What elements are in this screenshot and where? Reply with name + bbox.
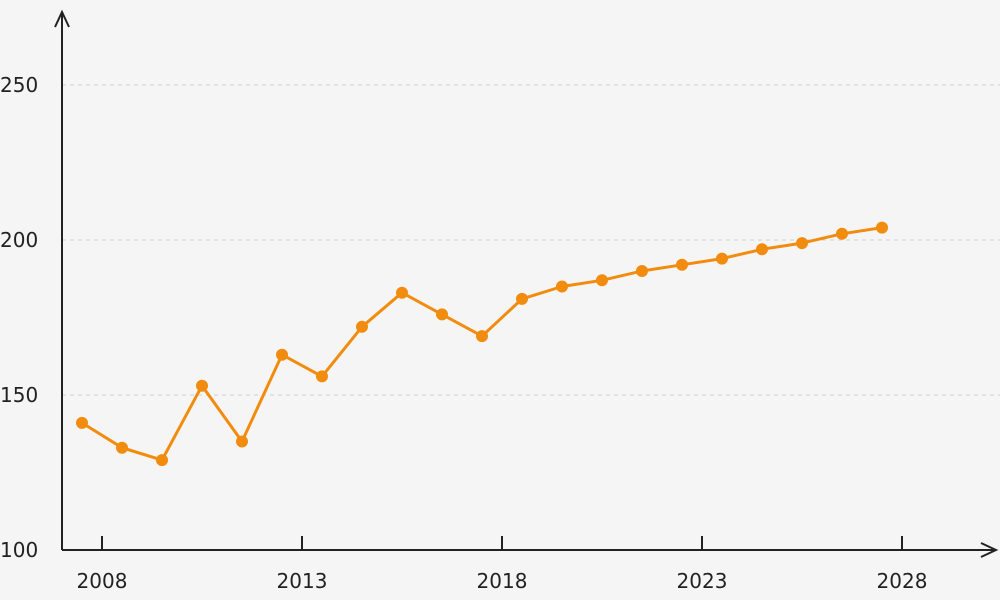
data-point[interactable] — [796, 237, 808, 250]
data-point[interactable] — [676, 258, 688, 271]
data-point[interactable] — [316, 370, 328, 383]
data-point[interactable] — [196, 379, 208, 392]
data-point[interactable] — [156, 454, 168, 467]
x-tick-label: 2028 — [877, 569, 928, 593]
y-tick-label: 200 — [0, 228, 38, 252]
axes — [54, 9, 999, 558]
data-point[interactable] — [436, 308, 448, 321]
data-point[interactable] — [356, 320, 368, 333]
y-tick-label: 100 — [0, 538, 38, 562]
data-point[interactable] — [116, 441, 128, 454]
data-point[interactable] — [716, 252, 728, 265]
data-point[interactable] — [276, 348, 288, 361]
data-point[interactable] — [556, 280, 568, 293]
axis-ticks: 100 150 200 250 2008 2013 2018 2023 2028 — [0, 73, 927, 593]
series-line — [80, 226, 884, 462]
y-axis-arrow — [54, 9, 70, 28]
data-point[interactable] — [636, 265, 648, 277]
y-tick-label: 150 — [0, 383, 38, 407]
data-point[interactable] — [76, 416, 88, 429]
data-point[interactable] — [836, 227, 848, 240]
data-point[interactable] — [396, 286, 408, 299]
x-tick-label: 2013 — [277, 569, 328, 593]
data-point[interactable] — [756, 243, 768, 256]
data-point[interactable] — [516, 292, 528, 305]
grid-lines — [62, 84, 1000, 396]
data-point[interactable] — [876, 221, 888, 234]
data-point[interactable] — [236, 435, 248, 448]
x-axis-arrow — [980, 542, 999, 558]
data-series — [76, 221, 888, 467]
data-point[interactable] — [596, 274, 608, 287]
y-tick-label: 250 — [0, 73, 38, 97]
x-tick-label: 2023 — [677, 569, 728, 593]
data-point[interactable] — [476, 330, 488, 343]
x-tick-label: 2018 — [477, 569, 528, 593]
x-tick-label: 2008 — [77, 569, 128, 593]
